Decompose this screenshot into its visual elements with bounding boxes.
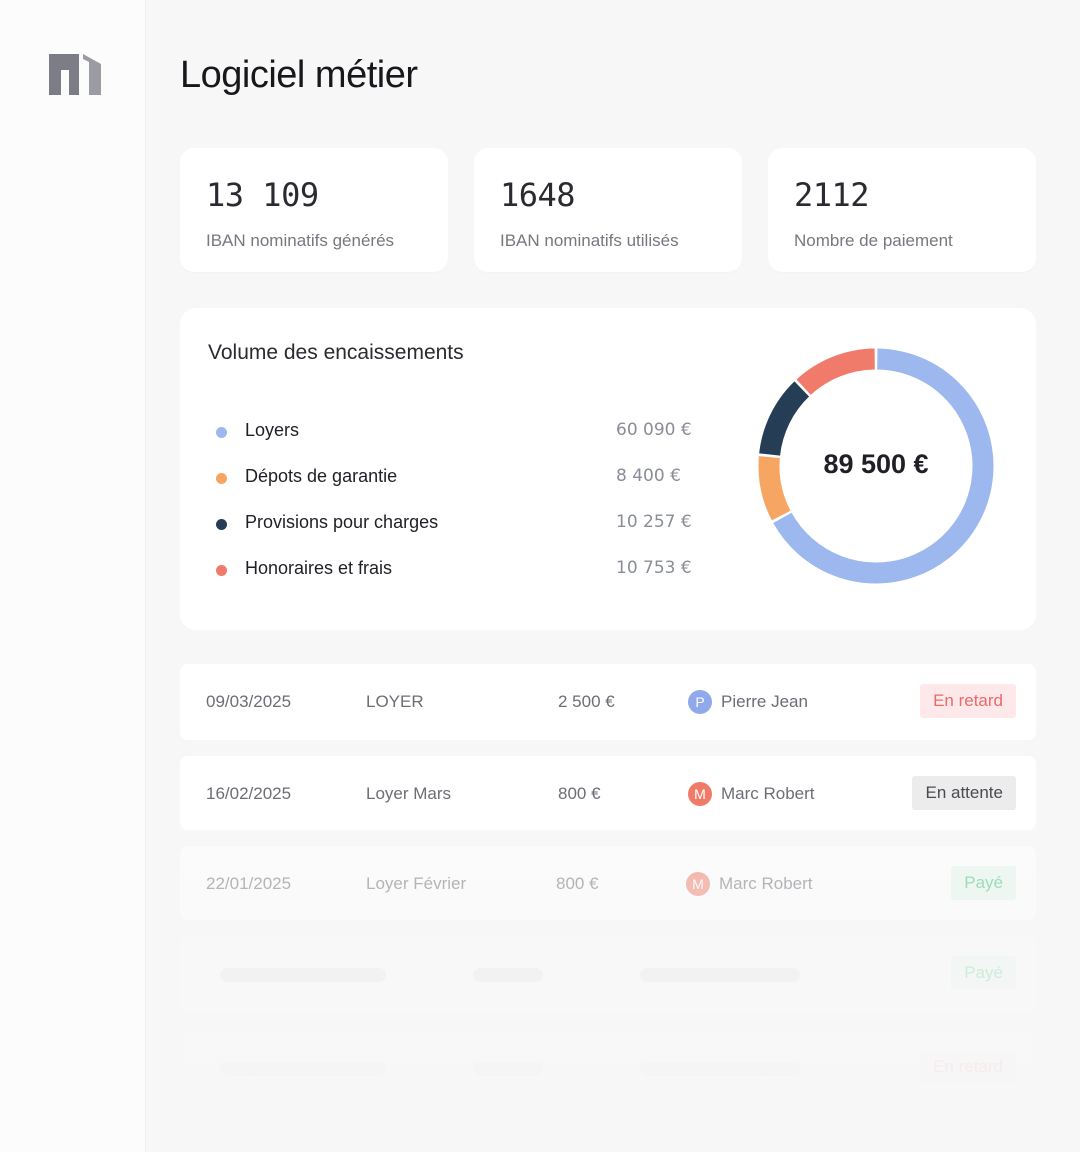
status-badge: En attente	[912, 776, 1016, 810]
payer-name: Pierre Jean	[721, 692, 808, 711]
status-badge: Payé	[951, 956, 1016, 990]
payer-name: Marc Robert	[721, 784, 815, 803]
kpi-card-iban-generated: 13 109 IBAN nominatifs générés	[180, 148, 448, 272]
volume-card: Volume des encaissements Loyers 60 090 €…	[180, 308, 1036, 630]
legend-label: Loyers	[245, 420, 300, 440]
payer-name: Marc Robert	[719, 874, 813, 893]
skeleton-bar	[640, 968, 800, 982]
legend-dot	[216, 565, 227, 576]
avatar: P	[688, 690, 712, 714]
kpi-card-payment-count: 2112 Nombre de paiement	[768, 148, 1036, 272]
legend-dot	[216, 427, 227, 438]
kpi-card-iban-used: 1648 IBAN nominatifs utilisés	[474, 148, 742, 272]
avatar: M	[686, 872, 710, 896]
donut-chart	[758, 348, 994, 584]
payment-label: LOYER	[366, 692, 424, 711]
skeleton-bar	[220, 968, 386, 982]
donut-total: 89 500 €	[823, 449, 929, 479]
kpi-value: 1648	[500, 176, 576, 214]
legend-item-honoraires: Honoraires et frais 10 753 €	[216, 556, 706, 586]
page-title: Logiciel métier	[180, 54, 418, 96]
kpi-label: Nombre de paiement	[794, 231, 953, 250]
legend-item-loyers: Loyers 60 090 €	[216, 418, 706, 448]
legend-dot	[216, 473, 227, 484]
legend-dot	[216, 519, 227, 530]
payment-date: 16/02/2025	[206, 784, 292, 803]
payment-date: 22/01/2025	[206, 874, 292, 893]
skeleton-bar	[220, 1062, 386, 1076]
table-row[interactable]: 16/02/2025 Loyer Mars 800 € M Marc Rober…	[180, 756, 1036, 830]
table-row[interactable]: 09/03/2025 LOYER 2 500 € P Pierre Jean E…	[180, 664, 1036, 740]
status-badge: En retard	[920, 1050, 1016, 1084]
placeholder-row: En retard	[180, 1030, 1036, 1106]
kpi-label: IBAN nominatifs générés	[206, 231, 395, 250]
main-content: Logiciel métier 13 109 IBAN nominatifs g…	[146, 0, 1080, 1152]
skeleton-bar	[473, 1062, 543, 1076]
kpi-value: 13 109	[206, 176, 319, 214]
placeholder-row: Payé	[180, 936, 1036, 1012]
building-logo-icon[interactable]	[49, 50, 101, 95]
donut-slice-provisions-pour-charges	[759, 381, 810, 456]
legend-label: Dépots de garantie	[245, 466, 398, 486]
payment-amount: 2 500 €	[558, 692, 615, 711]
legend-amount: 60 090 €	[616, 420, 692, 440]
donut-slice-loyers	[773, 348, 994, 584]
sidebar	[0, 0, 146, 1152]
volume-title: Volume des encaissements	[208, 341, 464, 364]
table-row[interactable]: 22/01/2025 Loyer Février 800 € M Marc Ro…	[180, 846, 1036, 920]
payment-amount: 800 €	[556, 874, 599, 893]
skeleton-bar	[473, 968, 543, 982]
legend-item-provisions: Provisions pour charges 10 257 €	[216, 510, 706, 540]
legend-item-depots: Dépots de garantie 8 400 €	[216, 464, 706, 494]
avatar: M	[688, 782, 712, 806]
payment-label: Loyer Mars	[366, 784, 452, 803]
legend-amount: 8 400 €	[616, 466, 681, 486]
payment-amount: 800 €	[558, 784, 601, 803]
legend-label: Provisions pour charges	[245, 512, 439, 532]
payment-label: Loyer Février	[366, 874, 467, 893]
status-badge: En retard	[920, 684, 1016, 718]
legend-amount: 10 257 €	[616, 512, 692, 532]
status-badge: Payé	[951, 866, 1016, 900]
skeleton-bar	[640, 1062, 800, 1076]
donut-slice-honoraires-et-frais	[796, 348, 876, 396]
legend-amount: 10 753 €	[616, 558, 692, 578]
kpi-value: 2112	[794, 176, 870, 214]
legend-label: Honoraires et frais	[245, 558, 393, 578]
donut-slice-d-pots-de-garantie	[758, 456, 791, 521]
payment-date: 09/03/2025	[206, 692, 292, 711]
kpi-label: IBAN nominatifs utilisés	[500, 231, 679, 250]
